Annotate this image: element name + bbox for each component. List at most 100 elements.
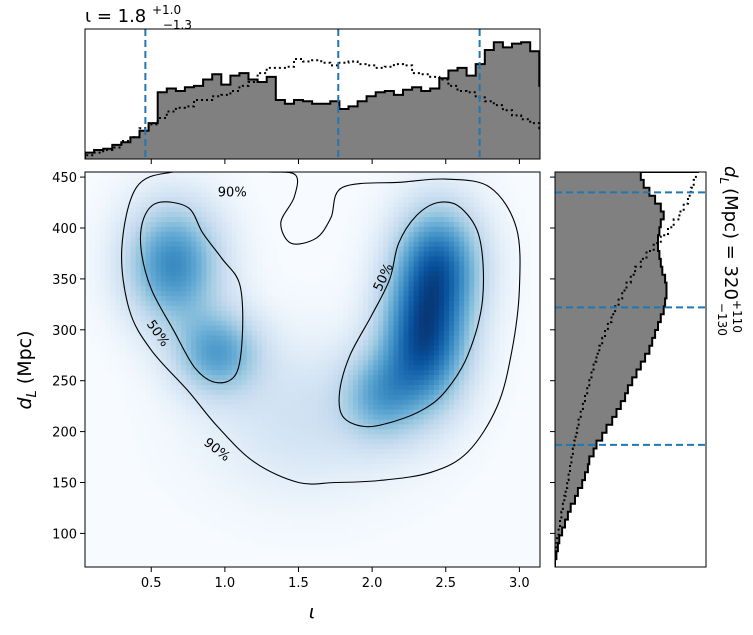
heatmap-cell bbox=[140, 374, 147, 380]
heatmap-cell bbox=[211, 211, 218, 218]
heatmap-cell bbox=[469, 246, 475, 252]
heatmap-cell bbox=[135, 295, 142, 301]
heatmap-cell bbox=[206, 473, 212, 479]
heatmap-cell bbox=[155, 379, 162, 385]
heatmap-cell bbox=[135, 339, 142, 346]
heatmap-cell bbox=[272, 448, 278, 455]
heatmap-cell bbox=[408, 265, 415, 272]
heatmap-cell bbox=[469, 418, 475, 425]
heatmap-cell bbox=[246, 354, 253, 361]
heatmap-cell bbox=[509, 231, 516, 237]
heatmap-cell bbox=[449, 231, 455, 237]
heatmap-cell bbox=[277, 404, 283, 410]
heatmap-cell bbox=[170, 241, 177, 247]
heatmap-cell bbox=[454, 265, 460, 272]
heatmap-cell bbox=[337, 359, 344, 366]
heatmap-cell bbox=[231, 483, 238, 489]
heatmap-cell bbox=[261, 428, 268, 435]
heatmap-cell bbox=[332, 483, 339, 489]
heatmap-cell bbox=[272, 275, 278, 282]
heatmap-cell bbox=[418, 280, 425, 287]
heatmap-cell bbox=[181, 478, 187, 484]
heatmap-cell bbox=[413, 315, 420, 321]
heatmap-cell bbox=[246, 325, 253, 331]
heatmap-cell bbox=[251, 280, 258, 287]
heatmap-cell bbox=[358, 497, 364, 504]
heatmap-cell bbox=[327, 423, 334, 430]
heatmap-cell bbox=[423, 260, 430, 267]
heatmap-cell bbox=[423, 226, 430, 232]
heatmap-cell bbox=[135, 216, 142, 222]
heatmap-cell bbox=[449, 473, 455, 479]
heatmap-cell bbox=[358, 265, 364, 272]
heatmap-cell bbox=[241, 517, 248, 524]
heatmap-cell bbox=[181, 349, 187, 356]
heatmap-cell bbox=[272, 542, 278, 548]
heatmap-cell bbox=[206, 270, 212, 277]
heatmap-cell bbox=[140, 379, 147, 385]
heatmap-cell bbox=[287, 488, 293, 494]
heatmap-cell bbox=[454, 330, 460, 336]
heatmap-cell bbox=[358, 325, 364, 331]
heatmap-cell bbox=[297, 394, 303, 400]
heatmap-cell bbox=[358, 443, 364, 450]
heatmap-cell bbox=[373, 255, 379, 262]
heatmap-cell bbox=[221, 413, 228, 420]
heatmap-cell bbox=[474, 206, 480, 213]
heatmap-cell bbox=[181, 211, 187, 218]
heatmap-cell bbox=[347, 522, 354, 529]
heatmap-cell bbox=[115, 369, 121, 376]
heatmap-cell bbox=[418, 458, 425, 464]
heatmap-cell bbox=[514, 236, 521, 242]
heatmap-cell bbox=[130, 255, 137, 262]
heatmap-cell bbox=[489, 265, 496, 272]
heatmap-cell bbox=[125, 280, 132, 287]
heatmap-cell bbox=[186, 330, 192, 336]
heatmap-cell bbox=[201, 285, 207, 292]
top-hist-fill bbox=[85, 42, 540, 159]
heatmap-cell bbox=[216, 369, 223, 376]
heatmap-cell bbox=[403, 448, 410, 455]
heatmap-cell bbox=[221, 443, 228, 450]
heatmap-cell bbox=[241, 438, 248, 445]
heatmap-cell bbox=[479, 349, 485, 356]
heatmap-cell bbox=[221, 502, 228, 509]
heatmap-cell bbox=[251, 463, 258, 469]
heatmap-cell bbox=[297, 428, 303, 435]
heatmap-cell bbox=[181, 226, 187, 232]
heatmap-cell bbox=[211, 384, 218, 390]
heatmap-cell bbox=[332, 285, 339, 292]
heatmap-cell bbox=[358, 280, 364, 287]
heatmap-cell bbox=[398, 330, 405, 336]
heatmap-cell bbox=[115, 344, 121, 351]
heatmap-cell bbox=[241, 211, 248, 218]
heatmap-cell bbox=[413, 251, 420, 257]
heatmap-cell bbox=[368, 433, 374, 440]
heatmap-cell bbox=[282, 330, 288, 336]
heatmap-cell bbox=[383, 226, 389, 232]
heatmap-cell bbox=[398, 389, 405, 395]
heatmap-cell bbox=[251, 330, 258, 336]
heatmap-cell bbox=[408, 492, 415, 499]
heatmap-cell bbox=[358, 320, 364, 326]
heatmap-cell bbox=[337, 532, 344, 538]
heatmap-cell bbox=[186, 409, 192, 415]
heatmap-cell bbox=[332, 497, 339, 504]
heatmap-cell bbox=[352, 379, 359, 385]
heatmap-cell bbox=[256, 522, 263, 529]
heatmap-cell bbox=[231, 468, 238, 474]
heatmap-cell bbox=[251, 315, 258, 321]
heatmap-cell bbox=[191, 236, 197, 242]
heatmap-cell bbox=[438, 330, 445, 336]
heatmap-cell bbox=[105, 334, 111, 341]
heatmap-cell bbox=[90, 236, 96, 242]
heatmap-cell bbox=[347, 488, 354, 494]
heatmap-cell bbox=[373, 448, 379, 455]
heatmap-cell bbox=[155, 448, 162, 455]
heatmap-cell bbox=[312, 399, 319, 405]
heatmap-cell bbox=[433, 473, 440, 479]
heatmap-cell bbox=[423, 399, 430, 405]
heatmap-cell bbox=[246, 280, 253, 287]
heatmap-cell bbox=[211, 478, 218, 484]
heatmap-cell bbox=[317, 522, 324, 529]
